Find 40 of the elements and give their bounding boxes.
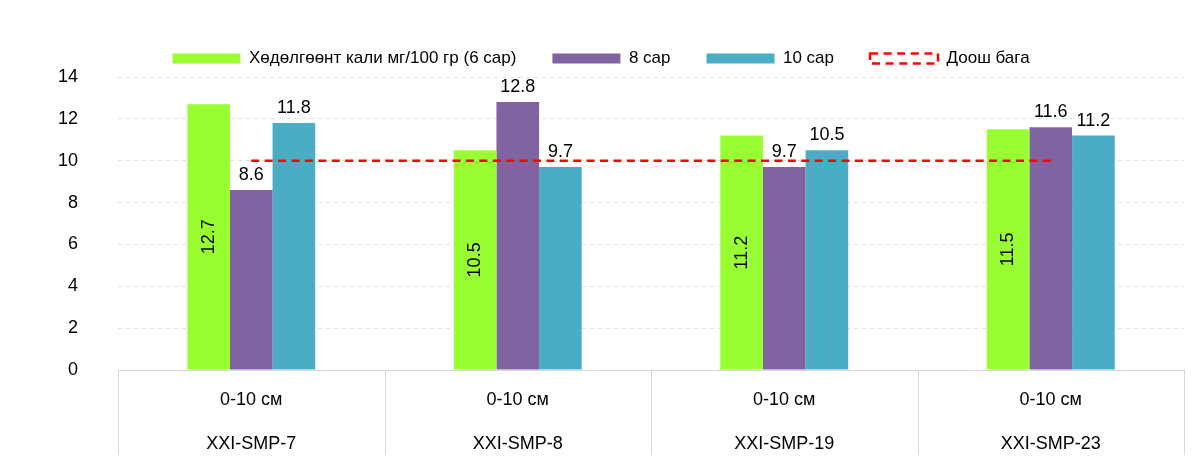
data-label: 11.5 [997,232,1018,267]
y-tick-label: 8 [68,191,79,212]
y-tick-label: 10 [57,149,79,170]
y-tick-label: 12 [57,107,79,128]
data-label: 9.7 [547,140,573,161]
y-tick-label: 6 [68,233,79,254]
category-label: 0-10 см XXI-SMP-23 [1000,388,1101,453]
category-label: 0-10 см XXI-SMP-7 [206,388,297,453]
bar [229,190,273,370]
y-tick-label: 2 [68,317,79,338]
bar [762,166,806,370]
data-label: 11.8 [277,97,311,118]
category-label: 0-10 см XXI-SMP-19 [734,388,835,453]
bar [805,150,849,370]
bar [187,104,230,370]
data-label: 10.5 [464,242,485,278]
category-label: 0-10 см XXI-SMP-8 [472,388,563,453]
bar [272,123,316,370]
data-label: 11.2 [1076,109,1111,130]
bar [1072,135,1115,370]
data-label: 9.7 [771,140,797,161]
legend-label: 10 сар [782,48,835,68]
data-label: 12.8 [500,76,536,97]
data-label: 11.2 [730,235,751,270]
y-tick-label: 4 [68,275,79,296]
y-tick-label: 14 [57,65,79,86]
bar [453,150,497,370]
legend-label: Доош бага [946,48,1031,68]
data-label: 11.6 [1033,101,1068,122]
y-tick-label: 0 [68,358,79,379]
bar [986,129,1030,370]
bar [496,102,540,370]
bar [539,166,582,370]
bar [1029,127,1073,370]
data-label: 10.5 [809,124,845,145]
bar [720,135,763,370]
data-label: 12.7 [197,219,218,255]
legend-label: Хөдөлгөөнт кали мг/100 гр (6 сар) [248,48,517,68]
legend-label: 8 сар [628,48,671,68]
data-label: 8.6 [238,163,264,184]
